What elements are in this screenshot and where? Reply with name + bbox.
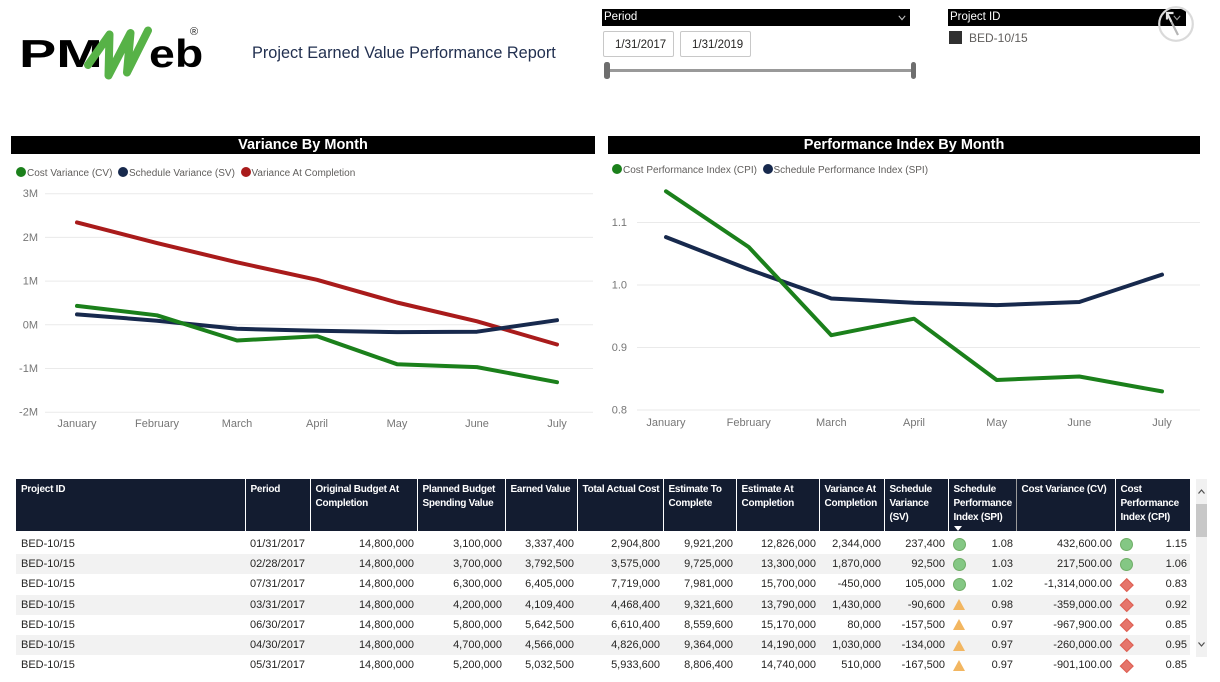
svg-text:0.9: 0.9 <box>612 342 627 354</box>
svg-text:0M: 0M <box>23 319 38 331</box>
svg-text:May: May <box>986 417 1007 429</box>
svg-text:January: January <box>57 418 97 430</box>
svg-text:1M: 1M <box>23 276 38 288</box>
svg-text:June: June <box>465 418 489 430</box>
svg-text:0.8: 0.8 <box>612 405 627 417</box>
svg-text:February: February <box>135 418 180 430</box>
svg-text:March: March <box>222 418 253 430</box>
svg-text:April: April <box>903 417 925 429</box>
svg-text:April: April <box>306 418 328 430</box>
svg-text:2M: 2M <box>23 232 38 244</box>
svg-text:-2M: -2M <box>19 407 38 419</box>
svg-text:February: February <box>727 417 772 429</box>
svg-text:July: July <box>1152 417 1172 429</box>
svg-text:-1M: -1M <box>19 363 38 375</box>
svg-text:3M: 3M <box>23 188 38 200</box>
svg-text:1.0: 1.0 <box>612 280 627 292</box>
svg-text:June: June <box>1067 417 1091 429</box>
svg-text:May: May <box>387 418 408 430</box>
svg-text:January: January <box>646 417 686 429</box>
svg-text:1.1: 1.1 <box>612 217 627 229</box>
svg-text:July: July <box>547 418 567 430</box>
svg-text:March: March <box>816 417 847 429</box>
